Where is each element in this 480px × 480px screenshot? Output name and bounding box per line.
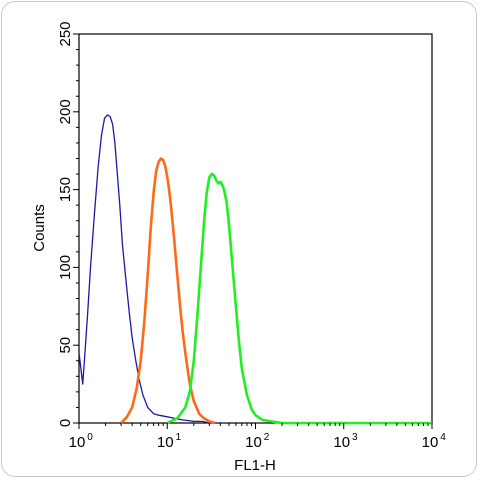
plot-area — [78, 33, 433, 424]
x-tick-exponent-3: 3 — [352, 432, 358, 443]
y-tick-label-5: 250 — [57, 21, 74, 46]
x-tick-label-3: 10 — [333, 434, 350, 451]
y-axis-label: Counts — [31, 204, 48, 252]
x-tick-exponent-1: 1 — [175, 432, 181, 443]
x-axis-label: FL1-H — [234, 457, 276, 474]
x-tick-label-1: 10 — [157, 434, 174, 451]
y-tick-label-1: 50 — [57, 337, 74, 354]
x-tick-label-2: 10 — [245, 434, 262, 451]
x-tick-label-4: 10 — [422, 434, 439, 451]
series-line-1 — [78, 114, 221, 424]
series-line-2 — [120, 157, 216, 425]
x-tick-label-0: 10 — [69, 434, 86, 451]
y-tick-label-0: 0 — [57, 419, 74, 427]
y-tick-label-3: 150 — [57, 177, 74, 202]
series-line-3 — [166, 172, 432, 425]
x-tick-exponent-4: 4 — [440, 432, 446, 443]
x-tick-exponent-2: 2 — [264, 432, 270, 443]
y-tick-label-4: 200 — [57, 99, 74, 124]
x-tick-exponent-0: 0 — [87, 432, 93, 443]
y-tick-label-2: 100 — [57, 255, 74, 280]
series-layer — [78, 114, 432, 425]
